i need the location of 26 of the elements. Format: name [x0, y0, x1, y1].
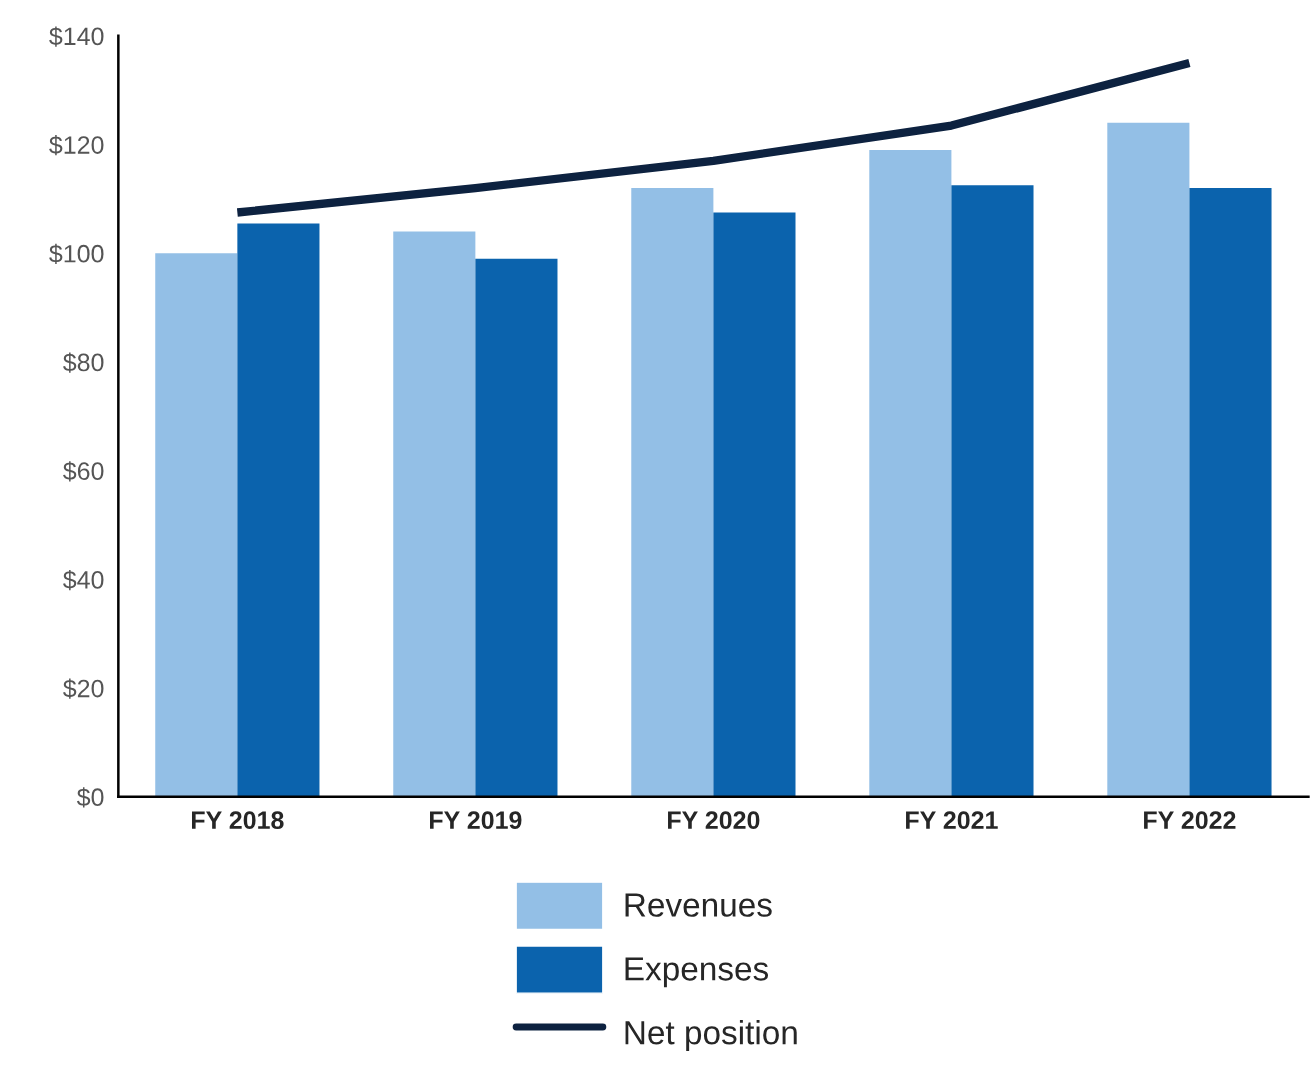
y-tick-label: $0 [76, 787, 104, 808]
x-tick-label: FY 2019 [430, 811, 522, 830]
bar [475, 258, 558, 797]
bar [393, 231, 476, 797]
bar [155, 253, 238, 797]
y-tick-label: $100 [49, 243, 104, 265]
bar [631, 188, 714, 797]
x-tick-label: FY 2021 [906, 811, 998, 830]
legend-label: Revenues [625, 893, 772, 917]
y-tick-label: $80 [63, 352, 104, 373]
y-tick-label: $120 [49, 135, 104, 156]
bar [951, 185, 1034, 797]
x-tick-label: FY 2022 [1144, 811, 1236, 830]
bar [1107, 122, 1190, 797]
x-tick-label: FY 2018 [192, 811, 284, 830]
y-tick-label: $60 [63, 461, 104, 482]
bar [713, 212, 796, 797]
y-tick-label: $140 [49, 26, 104, 47]
bar [869, 150, 952, 797]
legend-label: Expenses [625, 957, 769, 988]
bar [1189, 188, 1272, 797]
x-tick-label: FY 2020 [668, 811, 760, 830]
bar [237, 223, 320, 797]
legend-label: Net position [625, 1020, 797, 1052]
y-tick-label: $20 [63, 678, 104, 699]
y-tick-label: $40 [63, 569, 104, 591]
